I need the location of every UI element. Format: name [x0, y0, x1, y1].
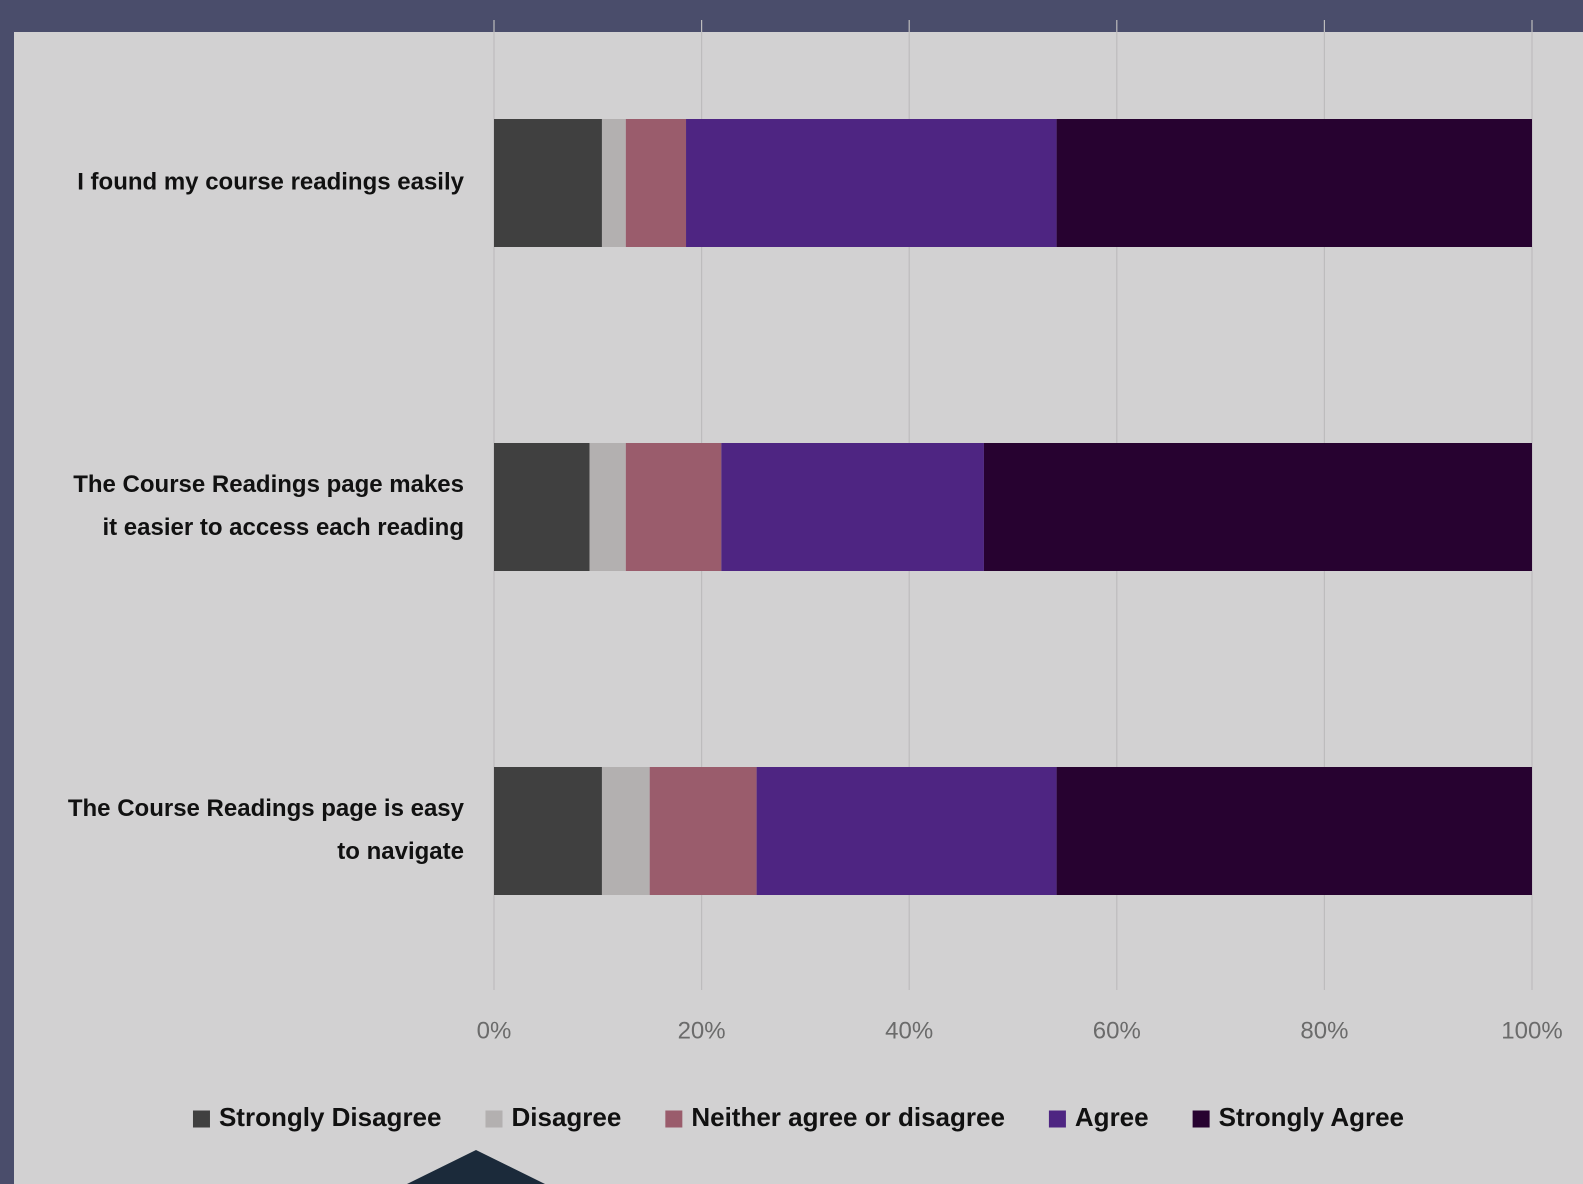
x-tick-label: 100%: [1501, 1017, 1562, 1044]
legend-swatch: [1192, 1110, 1210, 1128]
legend-label: Neither agree or disagree: [691, 1102, 1005, 1132]
bar-segment: [601, 767, 650, 895]
bar-segment: [1056, 767, 1532, 895]
pointer-triangle: [407, 1150, 545, 1184]
category-label: The Course Readings page makes: [73, 471, 464, 498]
bar-segment: [686, 119, 1057, 247]
bar-segment: [494, 767, 602, 895]
category-label: The Course Readings page is easy: [68, 795, 465, 822]
bar-segment: [1056, 119, 1532, 247]
legend-item: Neither agree or disagree: [665, 1102, 1005, 1132]
legend-swatch: [1048, 1110, 1066, 1128]
legend-item: Agree: [1048, 1102, 1149, 1132]
bar-segment: [494, 119, 602, 247]
bar-segment: [625, 119, 687, 247]
legend-item: Strongly Agree: [1192, 1102, 1404, 1132]
legend-item: Strongly Disagree: [192, 1102, 442, 1132]
x-tick-label: 20%: [678, 1017, 726, 1044]
bar-segment: [649, 767, 757, 895]
bars: [494, 119, 1532, 895]
category-label: to navigate: [337, 838, 464, 865]
legend-label: Strongly Disagree: [219, 1102, 442, 1132]
bar-segment: [756, 767, 1057, 895]
bar-segment: [494, 443, 590, 571]
category-label: I found my course readings easily: [77, 168, 464, 195]
legend-swatch: [192, 1110, 210, 1128]
bar-segment: [983, 443, 1532, 571]
legend-swatch: [665, 1110, 683, 1128]
x-tick-label: 60%: [1093, 1017, 1141, 1044]
bar-segment: [721, 443, 984, 571]
x-tick-label: 0%: [477, 1017, 512, 1044]
legend-label: Strongly Agree: [1219, 1102, 1404, 1132]
legend-item: Disagree: [485, 1102, 621, 1132]
bar-segment: [601, 119, 626, 247]
legend: Strongly Disagree Disagree Neither agree o…: [192, 1102, 1404, 1132]
x-axis-ticks: 0% 20% 40% 60% 80% 100%: [477, 1017, 1563, 1044]
legend-swatch: [485, 1110, 503, 1128]
x-tick-label: 80%: [1300, 1017, 1348, 1044]
legend-label: Disagree: [511, 1102, 621, 1132]
legend-label: Agree: [1075, 1102, 1149, 1132]
category-label: it easier to access each reading: [102, 514, 464, 541]
x-tick-label: 40%: [885, 1017, 933, 1044]
bar-segment: [589, 443, 626, 571]
category-labels: I found my course readings easily The Cou…: [68, 168, 465, 865]
bar-segment: [625, 443, 722, 571]
